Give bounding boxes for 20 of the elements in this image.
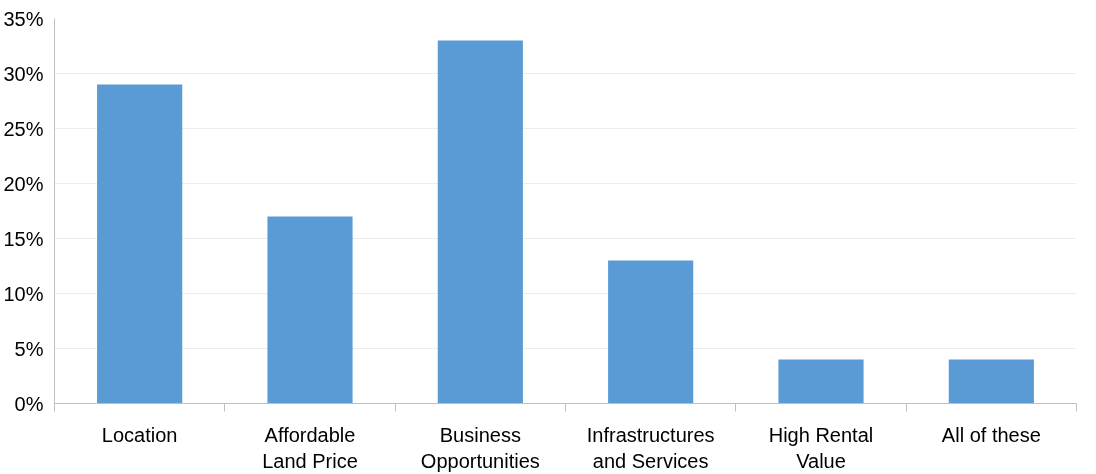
y-tick-label: 10% [3,282,44,305]
x-tick-label: Affordable Land Price [262,423,358,472]
x-tick-label: Infrastructures and Services [586,423,715,472]
x-tick-label: Location [101,423,178,446]
bar [437,40,523,404]
y-tick-label: 5% [14,337,44,360]
bar [267,216,353,404]
x-tick-label: All of these [941,423,1041,446]
y-tick-label: 30% [3,62,44,85]
x-tick-label: High Rental Value [768,423,874,472]
y-tick-label: 35% [3,7,44,30]
y-tick-label: 15% [3,227,44,250]
y-tick-label: 20% [3,172,44,195]
y-tick-label: 25% [3,117,44,140]
bar [778,359,864,404]
bar [97,84,183,404]
y-tick-label: 0% [14,392,44,415]
bar [948,359,1034,404]
x-tick-label: Business Opportunities [420,423,540,472]
bar [608,260,694,404]
